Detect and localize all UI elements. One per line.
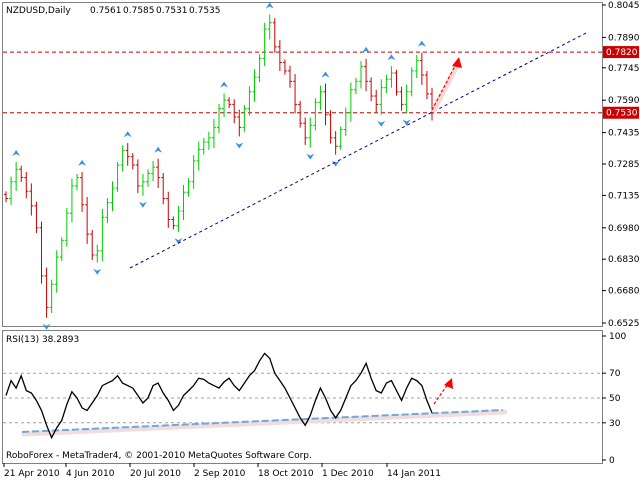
symbol-label: NZDUSD,Daily xyxy=(6,6,71,16)
fractal-up-icon xyxy=(78,159,87,166)
price-tick-label: 0.6980 xyxy=(608,224,640,234)
fractal-up-icon xyxy=(265,2,274,9)
rsi-forecast-line xyxy=(433,383,449,405)
fractal-up-icon xyxy=(321,71,330,78)
rsi-label: RSI(13) 38.2893 xyxy=(6,335,79,345)
resistance-level-badge-text: 0.7820 xyxy=(606,48,638,58)
price-tick-label: 0.7745 xyxy=(608,64,640,74)
price-tick-label: 0.6680 xyxy=(608,287,640,297)
footer-copyright: RoboForex - MetaTrader4, © 2001-2010 Met… xyxy=(6,451,312,461)
support-level-badge-text: 0.7530 xyxy=(606,109,638,119)
forecast-arrow-icon xyxy=(452,57,462,68)
time-tick-label: 1 Dec 2010 xyxy=(322,469,374,479)
price-tick-label: 0.7890 xyxy=(608,33,640,43)
price-tick-label: 0.8045 xyxy=(608,1,640,11)
ohlc-close: 0.7535 xyxy=(189,6,221,16)
time-tick-label: 4 Jun 2010 xyxy=(66,469,115,479)
ohlc-low: 0.7531 xyxy=(156,6,188,16)
rsi-forecast-arrow-icon xyxy=(444,378,453,389)
fractal-down-icon xyxy=(93,268,102,275)
fractal-down-icon xyxy=(306,153,315,160)
candles xyxy=(4,14,434,318)
fractal-up-icon xyxy=(12,149,21,156)
rsi-trend-shadow xyxy=(21,409,508,437)
fractal-down-icon xyxy=(174,238,183,245)
rsi-trend-line xyxy=(21,409,504,433)
resistance-level-badge xyxy=(603,46,639,59)
rsi-line xyxy=(5,352,433,440)
time-tick-label: 18 Oct 2010 xyxy=(258,469,314,479)
time-axis: 21 Apr 2010 4 Jun 2010 20 Jul 2010 2 Sep 20… xyxy=(3,463,441,479)
forecast-shadow xyxy=(431,61,461,113)
price-tick-label: 0.7135 xyxy=(608,191,640,201)
fractal-down-icon xyxy=(377,120,386,127)
rsi-tick-label: 0 xyxy=(609,456,615,466)
time-tick-label: 21 Apr 2010 xyxy=(4,469,60,479)
time-tick-label: 20 Jul 2010 xyxy=(130,469,181,479)
fractal-up-icon xyxy=(362,46,371,53)
fractal-down-icon xyxy=(138,201,147,208)
fractal-up-icon xyxy=(220,81,229,88)
price-axis: 0.8045 0.7890 0.7745 0.7590 0.7435 0.7285 0.71… xyxy=(602,1,640,329)
fractal-down-icon xyxy=(331,160,340,167)
price-tick-label: 0.7435 xyxy=(608,129,640,139)
forecast-arrow-line xyxy=(431,63,457,111)
fractal-up-icon xyxy=(154,146,163,153)
price-tick-label: 0.7285 xyxy=(608,160,640,170)
fractal-up-icon xyxy=(123,131,132,138)
time-tick-label: 2 Sep 2010 xyxy=(194,469,246,479)
rsi-tick-label: 30 xyxy=(609,419,621,429)
price-tick-label: 0.6830 xyxy=(608,255,640,265)
price-panel xyxy=(2,2,603,327)
rsi-tick-label: 100 xyxy=(609,332,626,342)
fractal-down-icon xyxy=(42,323,51,330)
price-tick-label: 0.6525 xyxy=(608,319,640,329)
rsi-tick-label: 70 xyxy=(609,369,621,379)
support-level-badge xyxy=(603,106,639,119)
ohlc-open: 0.7561 xyxy=(90,6,122,16)
time-tick-label: 14 Jan 2011 xyxy=(387,469,441,479)
price-tick-label: 0.7590 xyxy=(608,96,640,106)
fractals xyxy=(12,2,426,330)
ohlc-high: 0.7585 xyxy=(123,6,155,16)
fractal-up-icon xyxy=(417,40,426,47)
rsi-tick-label: 50 xyxy=(609,394,621,404)
support-trend-line xyxy=(129,31,589,269)
rsi-axis: 100 70 50 30 0 xyxy=(602,332,626,466)
fractal-down-icon xyxy=(235,142,244,149)
rsi-panel xyxy=(2,330,603,464)
fractal-up-icon xyxy=(387,54,396,61)
fractal-down-icon xyxy=(402,119,411,126)
